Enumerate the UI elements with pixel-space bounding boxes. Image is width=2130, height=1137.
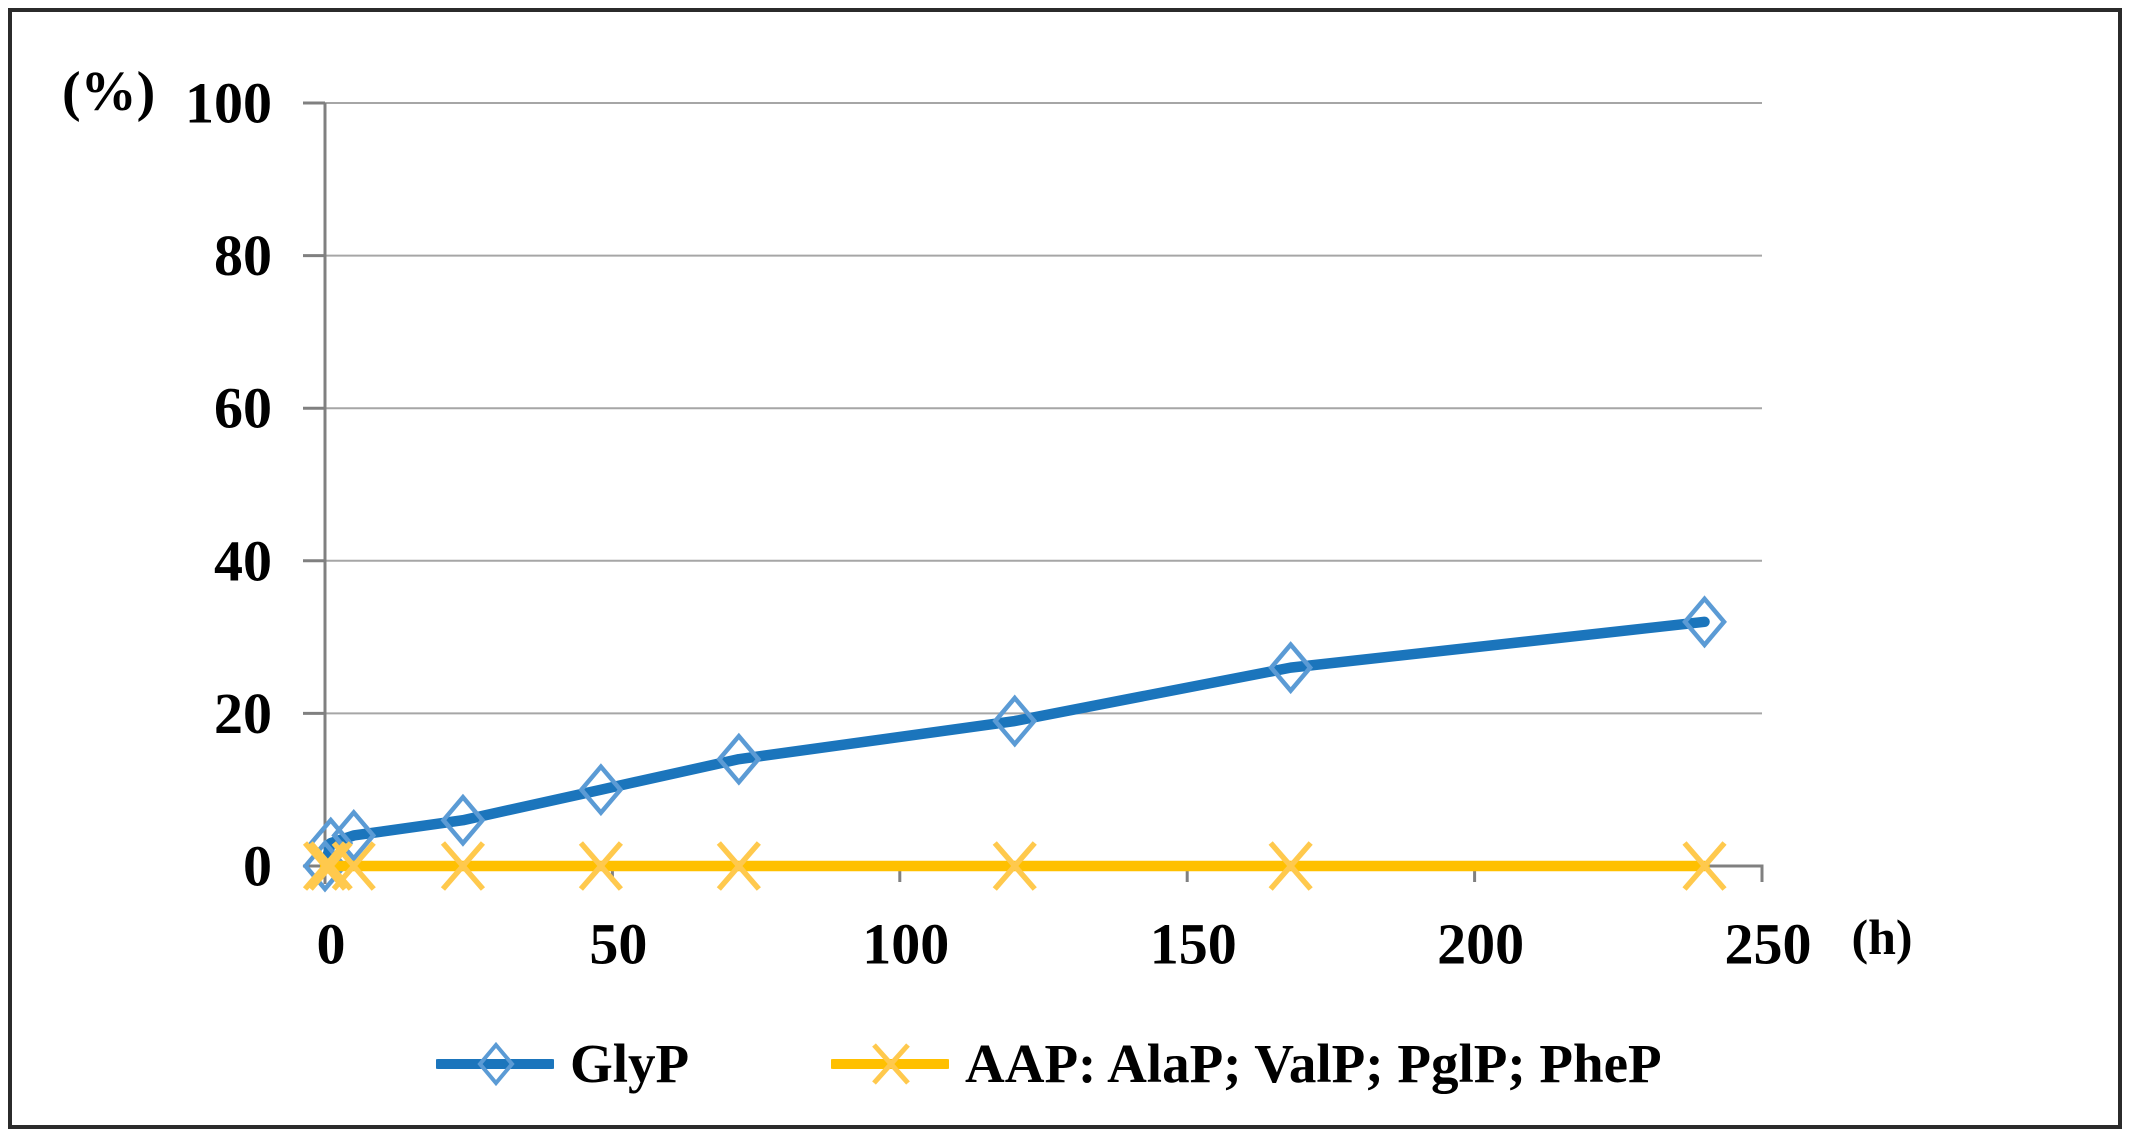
x-axis-unit-label: (h) — [1851, 909, 1913, 965]
marker-diamond-point-2 — [331, 809, 377, 862]
x-tick-label-150: 150 — [1150, 912, 1237, 977]
x-tick-label-100: 100 — [862, 912, 949, 977]
legend-swatch-diamond — [436, 1041, 554, 1087]
legend-item-aap: AAP: AlaP; ValP; PglP; PheP — [831, 1032, 1662, 1096]
marker-x-point-1 — [308, 841, 353, 891]
y-tick-label-80: 80 — [214, 223, 272, 288]
marker-diamond-point-3 — [440, 793, 486, 847]
marker-diamond-point-6 — [992, 694, 1038, 748]
marker-x-point-3 — [440, 841, 486, 891]
marker-diamond-point-8 — [1682, 595, 1727, 649]
legend-label-aap: AAP: AlaP; ValP; PglP; PheP — [965, 1033, 1662, 1094]
x-tick-label-50: 50 — [589, 912, 647, 977]
y-tick-label-40: 40 — [214, 528, 272, 593]
marker-diamond-point-5 — [716, 732, 762, 786]
y-tick-label-100: 100 — [185, 71, 272, 136]
x-tick-label-0: 0 — [317, 912, 346, 977]
marker-x-point-5 — [716, 841, 761, 891]
y-tick-label-20: 20 — [214, 681, 272, 746]
marker-x-point-4 — [578, 841, 623, 891]
marker-x-point-8 — [1682, 841, 1727, 891]
x-tick-label-250: 250 — [1725, 912, 1812, 977]
legend-swatch-x — [831, 1043, 949, 1085]
marker-diamond-point-7 — [1268, 641, 1314, 695]
y-tick-label-0: 0 — [243, 834, 272, 899]
legend-item-glyp: GlyP — [436, 1032, 689, 1096]
x-tick-label-200: 200 — [1437, 912, 1524, 977]
marker-x-point-2 — [331, 841, 376, 891]
marker-diamond-point-4 — [578, 763, 624, 817]
legend-label-glyp: GlyP — [570, 1033, 690, 1094]
y-axis-unit-label: (%) — [62, 61, 156, 123]
marker-x-point-6 — [992, 841, 1037, 891]
y-tick-label-60: 60 — [214, 376, 272, 441]
marker-x-point-7 — [1268, 841, 1313, 891]
